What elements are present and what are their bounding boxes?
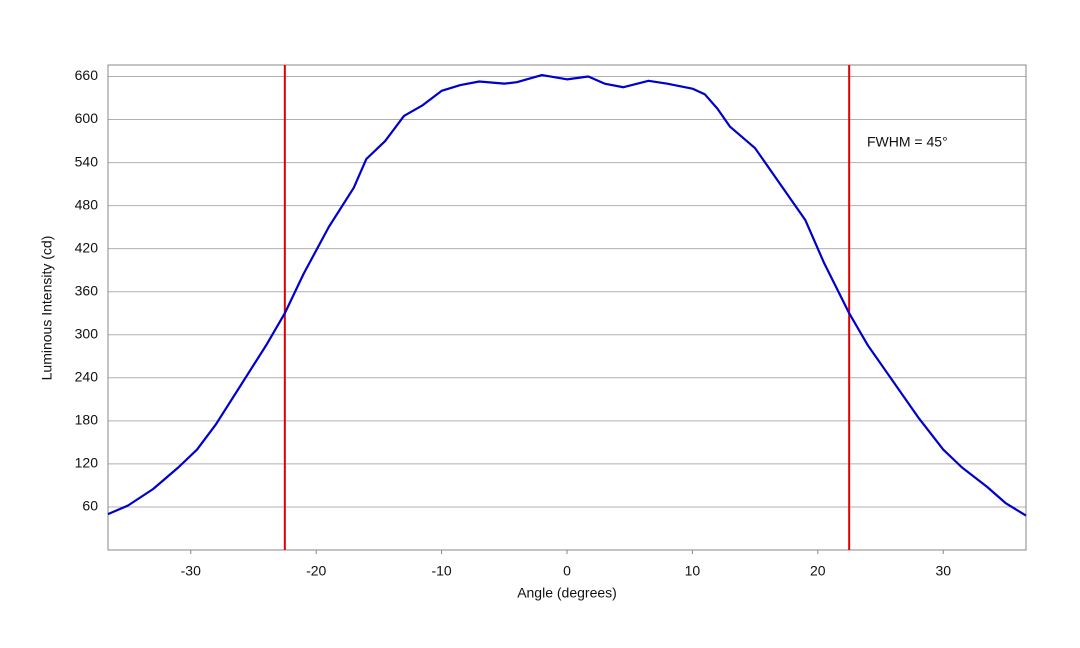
x-tick-label: -30 <box>181 563 201 579</box>
y-tick-label: 120 <box>75 455 99 471</box>
y-tick-label: 420 <box>75 239 99 255</box>
x-tick-label: 10 <box>685 563 701 579</box>
y-tick-label: 600 <box>75 110 99 126</box>
y-tick-label: 480 <box>75 196 99 212</box>
x-tick-label: -20 <box>306 563 326 579</box>
x-tick-label: -10 <box>431 563 451 579</box>
x-tick-label: 30 <box>935 563 951 579</box>
y-tick-label: 60 <box>82 498 98 514</box>
y-tick-label: 540 <box>75 153 99 169</box>
y-tick-label: 660 <box>75 67 99 83</box>
data-line <box>107 73 1027 517</box>
x-axis-label: Angle (degrees) <box>517 585 617 601</box>
y-tick-label: 180 <box>75 412 99 428</box>
y-axis-label: Luminous Intensity (cd) <box>39 236 55 381</box>
x-tick-label: 0 <box>563 563 571 579</box>
plot-frame <box>107 64 1027 551</box>
y-tick-label: 240 <box>75 369 99 385</box>
y-tick-label: 360 <box>75 282 99 298</box>
x-tick-label: 20 <box>810 563 826 579</box>
y-tick-label: 300 <box>75 325 99 341</box>
annotation: FWHM = 45° <box>867 134 948 150</box>
